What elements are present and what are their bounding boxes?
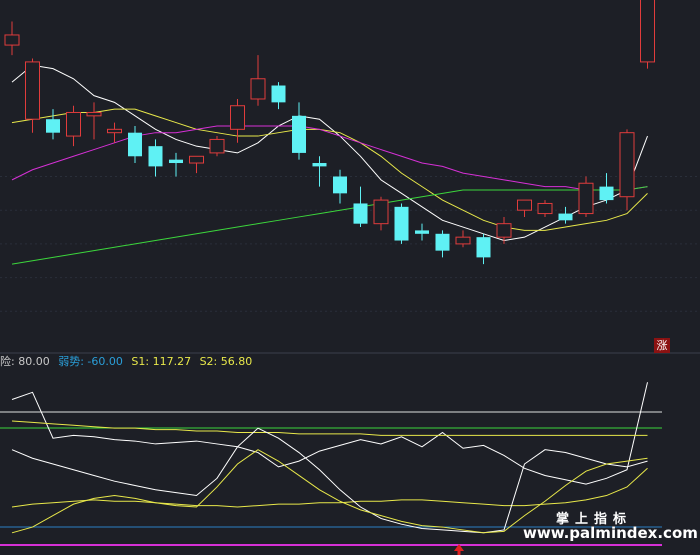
candle-up <box>578 176 594 217</box>
candle-body <box>250 78 266 100</box>
candle-body <box>517 199 532 211</box>
ma-line-ma10 <box>11 108 648 231</box>
candle-down <box>169 152 183 177</box>
candle-body <box>86 111 102 117</box>
candle-body <box>640 0 655 63</box>
candle-body <box>169 159 183 164</box>
candle-up <box>517 199 532 217</box>
candle-up <box>496 216 512 244</box>
candle-down <box>558 206 573 224</box>
candle-down <box>128 125 142 164</box>
candle-up <box>455 230 471 248</box>
candle-up <box>189 155 204 174</box>
candle-body <box>373 199 389 225</box>
candle-body <box>230 105 245 130</box>
candle-down <box>435 230 450 258</box>
candle-body <box>128 132 142 157</box>
candle-body <box>4 34 20 46</box>
candle-body <box>619 132 635 198</box>
candle-up <box>230 98 245 143</box>
candle-body <box>394 206 409 241</box>
ma-line-ma5 <box>11 64 648 242</box>
candle-up <box>250 55 266 106</box>
watermark-url: www.palmindex.com <box>523 524 698 542</box>
candle-body <box>189 155 204 164</box>
candle-body <box>578 182 594 215</box>
candle-down <box>292 102 306 160</box>
ma-line-ma20 <box>11 125 648 191</box>
candle-down <box>148 139 163 177</box>
weak-value: -60.00 <box>87 355 123 368</box>
candle-up <box>86 102 102 140</box>
candle-body <box>271 85 286 103</box>
indicator-panel <box>0 382 662 546</box>
weak-legend: 弱势: -60.00 <box>58 355 123 368</box>
candle-up <box>209 136 225 157</box>
candle-down <box>476 233 491 265</box>
candle-up <box>25 58 40 133</box>
candle-body <box>148 146 163 167</box>
candle-down <box>271 82 286 110</box>
candle-body <box>292 115 306 153</box>
s2-value: 56.80 <box>220 355 253 368</box>
candle-down <box>353 186 368 228</box>
indicator-line-l1 <box>11 420 648 436</box>
indicator-line-s1 <box>11 382 648 485</box>
s1-value: 117.27 <box>152 355 192 368</box>
buy-arrow-icon <box>454 544 464 555</box>
indicator-line-l2 <box>11 427 648 534</box>
candle-body <box>558 213 573 221</box>
weak-label: 弱势: <box>58 355 84 368</box>
s1-label: S1: <box>131 355 150 368</box>
candle-up <box>4 21 20 56</box>
candle-body <box>312 163 327 167</box>
candle-body <box>107 128 122 134</box>
candle-body <box>455 236 471 245</box>
candle-body <box>333 176 347 194</box>
candle-body <box>353 203 368 224</box>
candle-up <box>373 196 389 231</box>
candle-body <box>66 111 81 137</box>
s2-legend: S2: 56.80 <box>200 355 253 368</box>
candle-up <box>640 0 655 69</box>
candle-body <box>496 223 512 238</box>
candle-body <box>435 233 450 251</box>
s2-label: S2: <box>199 355 218 368</box>
indicator-line-s2 <box>11 467 648 508</box>
candle-body <box>599 186 614 201</box>
candle-down <box>46 109 60 140</box>
watermark-title: 掌上指标 <box>556 512 633 527</box>
candle-body <box>537 202 553 215</box>
indicator-legend: 险: 80.00 弱势: -60.00 S1: 117.27 S2: 56.80 <box>0 354 257 370</box>
candle-down <box>312 156 327 187</box>
candle-body <box>476 237 491 258</box>
candle-up <box>107 122 122 143</box>
candle-body <box>46 119 60 133</box>
candle-down <box>415 223 429 241</box>
s1-legend: S1: 117.27 <box>131 355 191 368</box>
candle-down <box>333 169 347 204</box>
risk-value: 80.00 <box>18 355 50 368</box>
ma-line-ma60 <box>11 186 648 265</box>
price-panel <box>0 0 700 312</box>
candle-body <box>415 230 429 234</box>
candle-down <box>394 203 409 244</box>
zhang-badge: 涨 <box>654 338 670 353</box>
risk-legend: 险: 80.00 <box>0 355 50 368</box>
indicator-line-l3 <box>11 449 648 534</box>
candle-up <box>619 129 635 211</box>
candle-body <box>209 138 225 154</box>
candle-up <box>66 105 81 147</box>
candle-down <box>599 173 614 204</box>
candle-up <box>537 200 553 217</box>
candle-body <box>25 61 40 120</box>
